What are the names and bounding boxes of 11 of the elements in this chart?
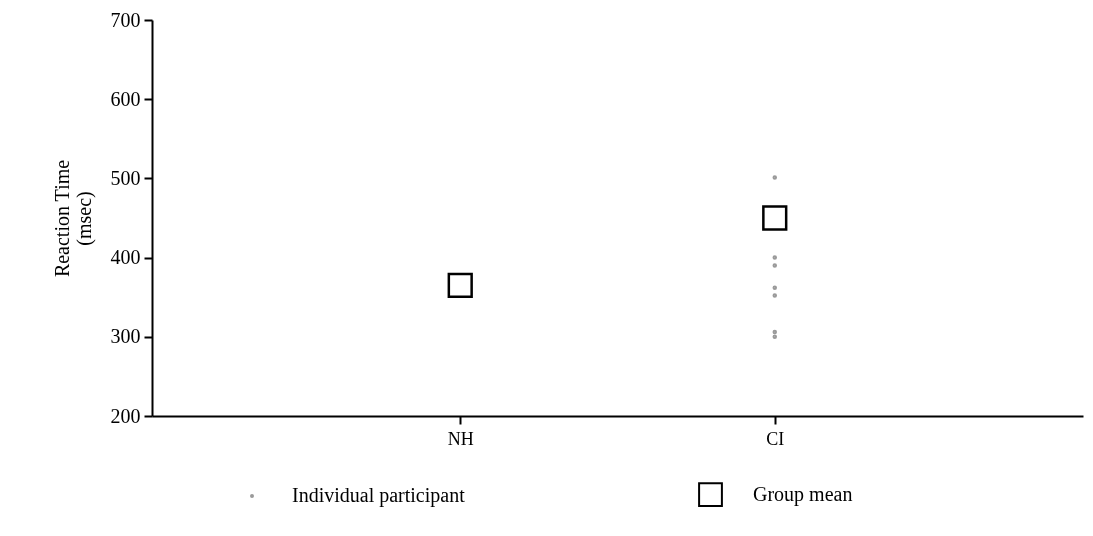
y-tick-label: 700 [110, 8, 141, 31]
y-tick-label: 200 [110, 404, 141, 427]
y-axis-title: Reaction Time (msec) [50, 159, 96, 278]
y-tick-label: 400 [110, 246, 141, 269]
legend-label: Individual participant [292, 484, 466, 507]
y-tick-label: 500 [110, 166, 141, 189]
legend-label: Group mean [753, 482, 853, 506]
y-tick-label: 300 [110, 325, 141, 348]
x-tick-label: NH [447, 428, 474, 449]
x-tick-label: CI [766, 428, 785, 449]
y-tick-label: 600 [110, 87, 141, 110]
